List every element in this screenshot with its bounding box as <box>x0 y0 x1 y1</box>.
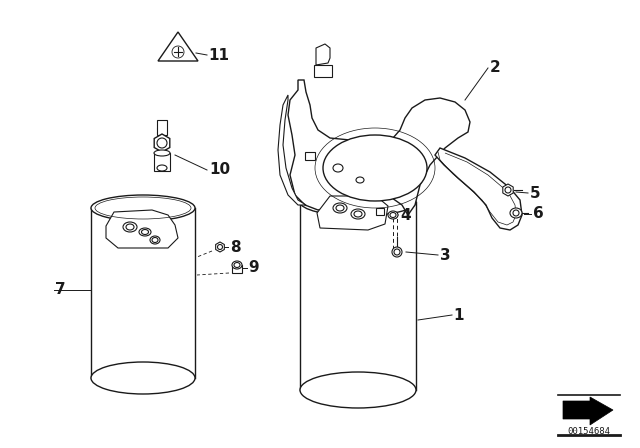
Polygon shape <box>154 134 170 152</box>
Ellipse shape <box>91 195 195 221</box>
Text: 9: 9 <box>248 259 259 275</box>
Polygon shape <box>278 95 306 205</box>
Text: 11: 11 <box>208 47 229 63</box>
FancyBboxPatch shape <box>314 65 332 77</box>
Ellipse shape <box>91 362 195 394</box>
Polygon shape <box>288 80 470 215</box>
Polygon shape <box>503 184 513 196</box>
Text: 1: 1 <box>453 307 463 323</box>
Ellipse shape <box>300 372 416 408</box>
Ellipse shape <box>123 222 137 232</box>
Ellipse shape <box>392 247 402 257</box>
FancyBboxPatch shape <box>157 120 167 135</box>
Ellipse shape <box>139 228 151 236</box>
Polygon shape <box>106 210 178 248</box>
FancyBboxPatch shape <box>232 265 242 273</box>
Polygon shape <box>216 242 225 252</box>
FancyBboxPatch shape <box>91 208 195 378</box>
FancyBboxPatch shape <box>300 202 416 390</box>
Ellipse shape <box>157 165 167 171</box>
Text: 4: 4 <box>400 207 411 223</box>
Ellipse shape <box>388 211 398 219</box>
Text: 10: 10 <box>209 163 230 177</box>
Polygon shape <box>158 32 198 61</box>
Ellipse shape <box>150 236 160 244</box>
Ellipse shape <box>232 261 242 269</box>
Polygon shape <box>435 148 522 230</box>
Polygon shape <box>563 397 613 425</box>
Ellipse shape <box>154 150 170 156</box>
Polygon shape <box>317 196 388 230</box>
Ellipse shape <box>333 203 347 213</box>
Ellipse shape <box>300 188 416 216</box>
Text: 5: 5 <box>530 185 541 201</box>
Text: 7: 7 <box>55 283 66 297</box>
Ellipse shape <box>323 135 427 201</box>
Text: 00154684: 00154684 <box>568 426 611 435</box>
Polygon shape <box>316 44 330 65</box>
FancyBboxPatch shape <box>376 208 384 215</box>
Text: 3: 3 <box>440 247 451 263</box>
Ellipse shape <box>351 209 365 219</box>
Text: 2: 2 <box>490 60 500 76</box>
FancyBboxPatch shape <box>154 153 170 171</box>
Text: 8: 8 <box>230 240 241 254</box>
Ellipse shape <box>510 208 522 218</box>
Text: 6: 6 <box>533 207 544 221</box>
FancyBboxPatch shape <box>305 152 315 160</box>
